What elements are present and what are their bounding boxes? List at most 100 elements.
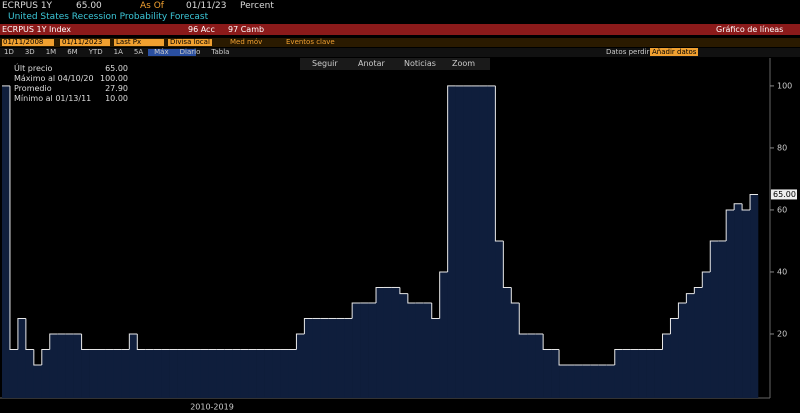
add-data-field[interactable]	[650, 48, 698, 56]
area-step	[288, 349, 297, 398]
area-step	[296, 333, 305, 398]
period-button[interactable]: 1D	[4, 48, 14, 56]
line-step	[558, 349, 568, 366]
period-button[interactable]: YTD	[88, 48, 103, 56]
line-step	[136, 333, 146, 350]
area-step	[368, 302, 377, 398]
period-button[interactable]: 1M	[45, 48, 57, 56]
area-step	[638, 349, 647, 398]
start-date[interactable]: 01/11/2008	[3, 38, 44, 46]
as-of-label: As Of	[140, 1, 164, 11]
end-date[interactable]: 01/11/2023	[62, 38, 103, 46]
security-description: United States Recession Probability Fore…	[8, 12, 209, 22]
area-step	[495, 240, 504, 398]
area-step	[153, 349, 162, 398]
area-step	[352, 302, 361, 398]
area-step	[344, 318, 353, 398]
field[interactable]: Last Px	[116, 38, 142, 46]
legend-label: Promedio	[14, 84, 52, 93]
area-step	[145, 349, 154, 398]
area-step	[208, 349, 218, 398]
area-step	[121, 349, 130, 398]
currency[interactable]: Divisa local	[170, 38, 210, 46]
line-step	[351, 302, 361, 319]
last-price-tag	[771, 189, 797, 200]
annotate-button[interactable]: Anotar	[358, 59, 385, 68]
area-step	[471, 85, 480, 398]
area-step	[527, 333, 536, 398]
area-step	[320, 318, 329, 398]
legend-label: Mínimo al 01/13/11	[14, 94, 92, 103]
area-step	[97, 349, 106, 398]
field-select[interactable]	[114, 39, 164, 46]
plot-area	[2, 85, 759, 398]
area-step	[9, 349, 19, 398]
line-step	[447, 85, 456, 272]
area-step	[551, 349, 560, 398]
line-step	[741, 203, 751, 211]
y-tick-label: 40	[777, 267, 787, 276]
start-date-field[interactable]	[2, 39, 54, 46]
area-step	[646, 349, 655, 398]
area-step	[137, 349, 146, 398]
area-step	[439, 271, 448, 398]
area-step	[455, 85, 464, 398]
period-button[interactable]: 5A	[133, 48, 144, 56]
last-price: 65.00	[76, 1, 102, 11]
moving-average[interactable]: Med móv	[230, 38, 263, 46]
line-step	[41, 348, 50, 365]
area-step	[662, 333, 671, 398]
chart-toolbar	[300, 58, 490, 70]
period-button[interactable]: Diario	[179, 48, 201, 56]
follow-button[interactable]: Seguir	[312, 59, 338, 68]
currency-select[interactable]	[168, 39, 212, 46]
line-step	[17, 317, 26, 350]
area-step	[630, 349, 639, 398]
period-button[interactable]: 6M	[67, 48, 78, 56]
chart-type[interactable]: Gráfico de líneas	[716, 25, 784, 34]
legend-value: 10.00	[105, 94, 128, 103]
security-field[interactable]: ECRPUS 1Y Index	[2, 25, 72, 34]
change-menu[interactable]: 97 Camb	[228, 25, 265, 34]
area-step	[511, 302, 520, 398]
period-button[interactable]: Máx	[154, 48, 169, 56]
area-step	[280, 349, 289, 398]
data-from[interactable]: Datos perdir	[606, 48, 650, 56]
area-step	[169, 349, 178, 398]
area-step	[431, 318, 440, 398]
end-date-field[interactable]	[60, 39, 110, 46]
key-events[interactable]: Eventos clave	[286, 38, 335, 46]
x-period-label: 2010-2019	[190, 403, 234, 412]
area-step	[407, 302, 417, 398]
news-button[interactable]: Noticias	[404, 59, 436, 68]
zoom-button[interactable]: Zoom	[452, 59, 476, 68]
area-step	[336, 318, 345, 398]
line-step	[25, 318, 34, 350]
actions-menu[interactable]: 96 Acc	[188, 25, 215, 34]
legend-row: Máximo al 04/10/20 100.00	[14, 74, 128, 84]
settings-bar	[0, 38, 800, 47]
frequency-select[interactable]	[148, 49, 196, 56]
area-step	[73, 333, 82, 398]
area-step	[81, 349, 90, 398]
area-step	[376, 287, 385, 398]
area-step	[328, 318, 337, 398]
line-step	[128, 333, 138, 350]
period-button[interactable]: 1A	[113, 48, 123, 56]
period-buttons: 1D 3D 1M 6M YTD 1A 5A Máx Diario Tabla	[4, 47, 240, 57]
area-step	[360, 302, 369, 398]
legend-value: 65.00	[105, 64, 128, 73]
y-tick-label: 20	[777, 329, 787, 338]
line-step	[431, 302, 440, 319]
period-button[interactable]: Tabla	[211, 48, 230, 56]
add-data[interactable]: Añadir datos	[652, 48, 697, 56]
area-step	[105, 349, 114, 398]
area-step	[129, 333, 138, 398]
area-step	[304, 318, 313, 398]
area-step	[694, 287, 703, 398]
as-of-date: 01/11/23	[186, 1, 227, 11]
area-step	[567, 364, 576, 398]
line-step	[303, 317, 313, 334]
line-step	[669, 317, 679, 334]
period-button[interactable]: 3D	[24, 48, 35, 56]
